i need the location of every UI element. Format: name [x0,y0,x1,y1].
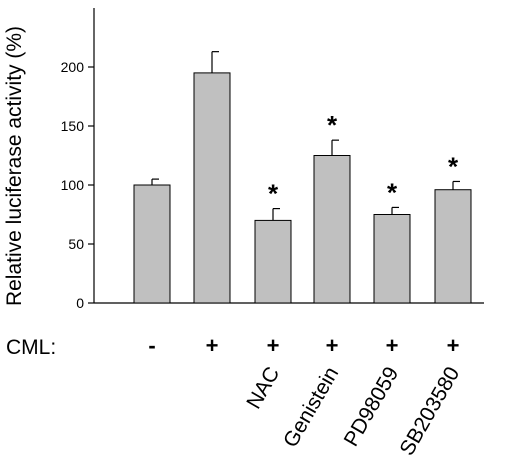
significance-marker: * [268,179,279,209]
bar [313,155,351,304]
cml-sign: + [267,333,280,358]
cml-sign: - [148,333,155,358]
significance-marker: * [327,110,338,140]
cml-sign: + [447,333,460,358]
treatment-label: NAC [242,363,284,413]
treatment-label: PD98059 [340,363,404,450]
bar [373,214,411,304]
y-tick-label: 50 [68,236,84,252]
y-tick-label: 150 [61,118,85,134]
bar [434,189,472,304]
cml-row-label: CML: [6,336,56,359]
y-tick-label: 100 [61,177,85,193]
treatment-label: SB203580 [395,363,464,459]
bar [133,184,171,304]
treatment-label: Genistein [279,363,343,451]
cml-sign: + [386,333,399,358]
y-ticks: 0 50 100 150 200 [61,59,94,311]
y-axis-label: Relative luciferase activity (%) [3,26,26,306]
significance-marker: * [387,177,398,207]
cml-sign: + [206,333,219,358]
cml-sign: + [326,333,339,358]
cml-signs: - + + + + + [148,333,459,358]
bar [254,219,292,304]
bar [193,72,231,304]
y-tick-label: 0 [76,295,84,311]
bars: * * * * [133,51,472,304]
significance-marker: * [448,151,459,181]
y-tick-label: 200 [61,59,85,75]
